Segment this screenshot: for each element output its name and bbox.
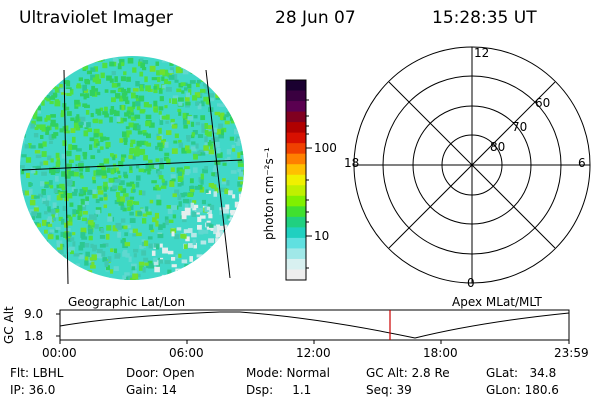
- dsp-readout: Dsp: 1.1: [246, 383, 312, 397]
- time-label: 15:28:35 UT: [432, 8, 537, 28]
- colorbar-band: [286, 237, 306, 249]
- filter-readout: Flt: LBHL: [10, 366, 64, 380]
- timeline-x-tick: 00:00: [42, 346, 77, 360]
- colorbar-band: [286, 216, 306, 228]
- mlt-label-18: 18: [344, 156, 360, 170]
- lat-label-60: 60: [535, 96, 551, 110]
- colorbar-band: [286, 185, 306, 197]
- lat-label-70: 70: [512, 120, 528, 134]
- glat-readout: GLat: 34.8: [486, 366, 557, 380]
- colorbar-band: [286, 143, 306, 155]
- colorbar-band: [286, 132, 306, 144]
- colorbar-tick-10: 10: [314, 229, 330, 243]
- mode-readout: Mode: Normal: [246, 366, 330, 380]
- gain-readout: Gain: 14: [126, 383, 177, 397]
- colorbar-band: [286, 101, 306, 113]
- color-bar: [286, 80, 306, 281]
- lon-line: [205, 69, 231, 279]
- colorbar-band: [286, 227, 306, 239]
- timeline-x-tick: 06:00: [169, 346, 204, 360]
- colorbar-band: [286, 206, 306, 218]
- timeline-y-axis-label: GC Alt: [2, 306, 16, 344]
- timeline-y-tick-1-8: 1.8: [24, 329, 44, 343]
- mlt-label-12: 12: [474, 46, 490, 60]
- lon-line: [63, 69, 69, 285]
- door-readout: Door: Open: [126, 366, 195, 380]
- altitude-curve: [59, 311, 570, 339]
- uv-image-disk: [20, 56, 244, 285]
- app-title: Ultraviolet Imager: [19, 8, 173, 28]
- colorbar-tick-100: 100: [314, 141, 337, 155]
- seq-readout: Seq: 39: [366, 383, 412, 397]
- colorbar-band: [286, 258, 306, 270]
- ip-readout: IP: 36.0: [10, 383, 56, 397]
- colorbar-band: [286, 122, 306, 134]
- apex-label: Apex MLat/MLT: [452, 295, 542, 309]
- timeline-x-tick: 12:00: [296, 346, 331, 360]
- colorbar-unit-label: photon cm⁻²s⁻¹: [262, 147, 276, 240]
- gc-alt-readout: GC Alt: 2.8 Re: [366, 366, 450, 380]
- colorbar-band: [286, 269, 306, 281]
- glon-readout: GLon: 180.6: [486, 383, 559, 397]
- mlt-label-0: 0: [467, 276, 475, 290]
- polar-plot: [353, 46, 591, 284]
- lat-label-80: 80: [490, 140, 506, 154]
- colorbar-band: [286, 90, 306, 102]
- colorbar-band: [286, 80, 306, 92]
- timeline-x-tick: 23:59: [554, 346, 589, 360]
- colorbar-band: [286, 111, 306, 123]
- colorbar-band: [286, 195, 306, 207]
- lat-line: [21, 159, 243, 171]
- colorbar-band: [286, 248, 306, 260]
- geographic-label: Geographic Lat/Lon: [68, 295, 186, 309]
- timeline-y-tick-9: 9.0: [24, 307, 44, 321]
- colorbar-band: [286, 174, 306, 186]
- timeline-plot: [56, 309, 570, 344]
- mlt-label-6: 6: [578, 156, 586, 170]
- timeline-x-tick: 18:00: [423, 346, 458, 360]
- colorbar-band: [286, 164, 306, 176]
- date-label: 28 Jun 07: [275, 8, 356, 28]
- colorbar-band: [286, 153, 306, 165]
